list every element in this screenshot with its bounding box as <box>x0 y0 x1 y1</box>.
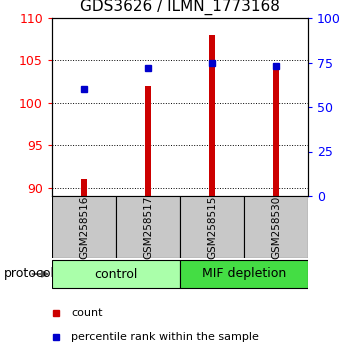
Bar <box>180 259 308 289</box>
Text: GSM258517: GSM258517 <box>143 195 153 259</box>
Bar <box>273 65 279 196</box>
Text: percentile rank within the sample: percentile rank within the sample <box>71 332 259 342</box>
Text: count: count <box>71 308 103 318</box>
Text: protocol: protocol <box>3 268 54 280</box>
Text: GSM258530: GSM258530 <box>271 195 281 259</box>
Bar <box>209 35 215 196</box>
Bar <box>116 196 180 258</box>
Bar <box>145 86 151 196</box>
Text: GSM258516: GSM258516 <box>79 195 89 259</box>
Bar <box>180 196 244 258</box>
Text: control: control <box>94 268 138 280</box>
Bar <box>244 196 308 258</box>
Bar <box>52 259 180 289</box>
Text: MIF depletion: MIF depletion <box>202 268 286 280</box>
Text: GSM258515: GSM258515 <box>207 195 217 259</box>
Bar <box>81 179 87 196</box>
Title: GDS3626 / ILMN_1773168: GDS3626 / ILMN_1773168 <box>80 0 280 15</box>
Bar <box>52 196 116 258</box>
